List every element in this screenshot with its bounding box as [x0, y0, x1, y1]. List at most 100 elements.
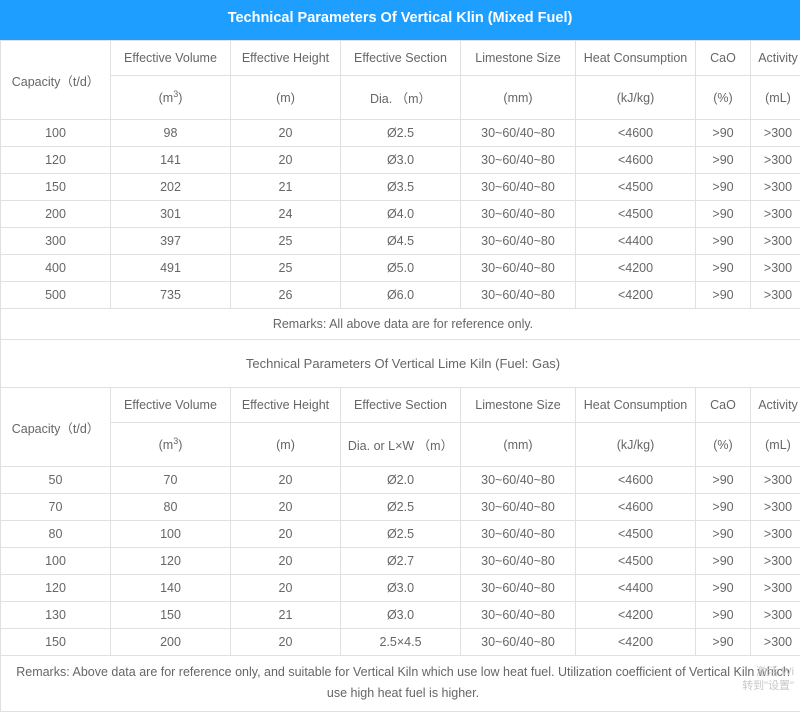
unit-activity-2: (mL) [751, 423, 800, 467]
t2-cell: <4500 [576, 548, 696, 575]
t1-cell: 100 [1, 120, 111, 147]
t2-cell: 70 [1, 494, 111, 521]
t1-cell: 30~60/40~80 [461, 201, 576, 228]
t2-cell: 80 [111, 494, 231, 521]
t1-row: 20030124Ø4.030~60/40~80<4500>90>300 [1, 201, 800, 228]
t1-cell: 397 [111, 228, 231, 255]
unit-cao-2: (%) [696, 423, 751, 467]
t1-cell: >300 [751, 228, 800, 255]
t2-cell: >90 [696, 467, 751, 494]
t2-row: 8010020Ø2.530~60/40~80<4500>90>300 [1, 521, 800, 548]
t1-cell: 400 [1, 255, 111, 282]
t1-cell: 20 [231, 147, 341, 174]
t1-cell: Ø3.5 [341, 174, 461, 201]
t1-row: 50073526Ø6.030~60/40~80<4200>90>300 [1, 282, 800, 309]
t1-cell: Ø3.0 [341, 147, 461, 174]
t2-cell: >300 [751, 575, 800, 602]
t2-cell: >300 [751, 521, 800, 548]
t2-cell: 21 [231, 602, 341, 629]
t1-cell: Ø6.0 [341, 282, 461, 309]
unit-activity: (mL) [751, 76, 800, 120]
t2-cell: Ø2.7 [341, 548, 461, 575]
t2-cell: 30~60/40~80 [461, 548, 576, 575]
t1-row: 40049125Ø5.030~60/40~80<4200>90>300 [1, 255, 800, 282]
hdr-eff-height-2: Effective Height [231, 388, 341, 423]
t2-cell: <4200 [576, 629, 696, 656]
t1-remarks-row: Remarks: All above data are for referenc… [1, 309, 800, 340]
t2-cell: >300 [751, 629, 800, 656]
unit-eff-section: Dia. （m） [341, 76, 461, 120]
hdr-cao: CaO [696, 41, 751, 76]
t1-cell: >90 [696, 147, 751, 174]
t1-cell: 30~60/40~80 [461, 282, 576, 309]
t1-cell: 735 [111, 282, 231, 309]
t1-cell: >90 [696, 228, 751, 255]
hdr-eff-vol-2: Effective Volume [111, 388, 231, 423]
unit-eff-vol-2: (m3) [111, 423, 231, 467]
t2-row: 13015021Ø3.030~60/40~80<4200>90>300 [1, 602, 800, 629]
t1-row: 30039725Ø4.530~60/40~80<4400>90>300 [1, 228, 800, 255]
t1-cell: 20 [231, 120, 341, 147]
t2-cell: 70 [111, 467, 231, 494]
t1-cell: >300 [751, 174, 800, 201]
t1-cell: >300 [751, 147, 800, 174]
t2-cell: 20 [231, 494, 341, 521]
t2-cell: Ø3.0 [341, 602, 461, 629]
t1-cell: 120 [1, 147, 111, 174]
t2-cell: <4500 [576, 521, 696, 548]
t2-cell: 150 [111, 602, 231, 629]
t2-cell: <4200 [576, 602, 696, 629]
t2-cell: 20 [231, 521, 341, 548]
t1-cell: 30~60/40~80 [461, 255, 576, 282]
t2-cell: >90 [696, 629, 751, 656]
unit-eff-height: (m) [231, 76, 341, 120]
hdr-activity-2: Activity [751, 388, 800, 423]
t2-row: 150200202.5×4.530~60/40~80<4200>90>300 [1, 629, 800, 656]
unit-limestone-2: (mm) [461, 423, 576, 467]
t1-cell: 150 [1, 174, 111, 201]
unit-heat: (kJ/kg) [576, 76, 696, 120]
t2-cell: >90 [696, 548, 751, 575]
hdr-activity: Activity [751, 41, 800, 76]
hdr-heat-2: Heat Consumption [576, 388, 696, 423]
t2-cell: 150 [1, 629, 111, 656]
t2-cell: <4400 [576, 575, 696, 602]
t2-header-row-2: (m3) (m) Dia. or L×W （m） (mm) (kJ/kg) (%… [1, 423, 800, 467]
t1-cell: 98 [111, 120, 231, 147]
hdr-eff-height: Effective Height [231, 41, 341, 76]
t2-cell: 30~60/40~80 [461, 602, 576, 629]
unit-cao: (%) [696, 76, 751, 120]
hdr-capacity: Capacity（t/d） [1, 41, 111, 120]
t2-cell: Ø3.0 [341, 575, 461, 602]
t1-cell: Ø5.0 [341, 255, 461, 282]
t2-cell: 30~60/40~80 [461, 494, 576, 521]
t1-cell: >90 [696, 120, 751, 147]
t2-cell: 20 [231, 548, 341, 575]
t2-cell: <4600 [576, 467, 696, 494]
t1-cell: <4200 [576, 282, 696, 309]
t1-cell: 200 [1, 201, 111, 228]
hdr-eff-section-2: Effective Section [341, 388, 461, 423]
t1-row: 12014120Ø3.030~60/40~80<4600>90>300 [1, 147, 800, 174]
t1-cell: 25 [231, 228, 341, 255]
t2-cell: >90 [696, 575, 751, 602]
t1-cell: 491 [111, 255, 231, 282]
t2-header-row-1: Capacity（t/d） Effective Volume Effective… [1, 388, 800, 423]
t2-cell: 80 [1, 521, 111, 548]
t1-cell: >90 [696, 282, 751, 309]
t1-cell: 26 [231, 282, 341, 309]
t1-cell: <4500 [576, 201, 696, 228]
hdr-capacity-2: Capacity（t/d） [1, 388, 111, 467]
t2-cell: 140 [111, 575, 231, 602]
params-table: Capacity（t/d） Effective Volume Effective… [0, 40, 800, 712]
t2-cell: 100 [111, 521, 231, 548]
t1-cell: 300 [1, 228, 111, 255]
t2-row: 10012020Ø2.730~60/40~80<4500>90>300 [1, 548, 800, 575]
unit-heat-2: (kJ/kg) [576, 423, 696, 467]
t1-cell: 24 [231, 201, 341, 228]
t2-title: Technical Parameters Of Vertical Lime Ki… [1, 340, 800, 388]
hdr-eff-section: Effective Section [341, 41, 461, 76]
t2-cell: 30~60/40~80 [461, 629, 576, 656]
unit-eff-height-2: (m) [231, 423, 341, 467]
t2-remarks: Remarks: Above data are for reference on… [1, 656, 800, 712]
